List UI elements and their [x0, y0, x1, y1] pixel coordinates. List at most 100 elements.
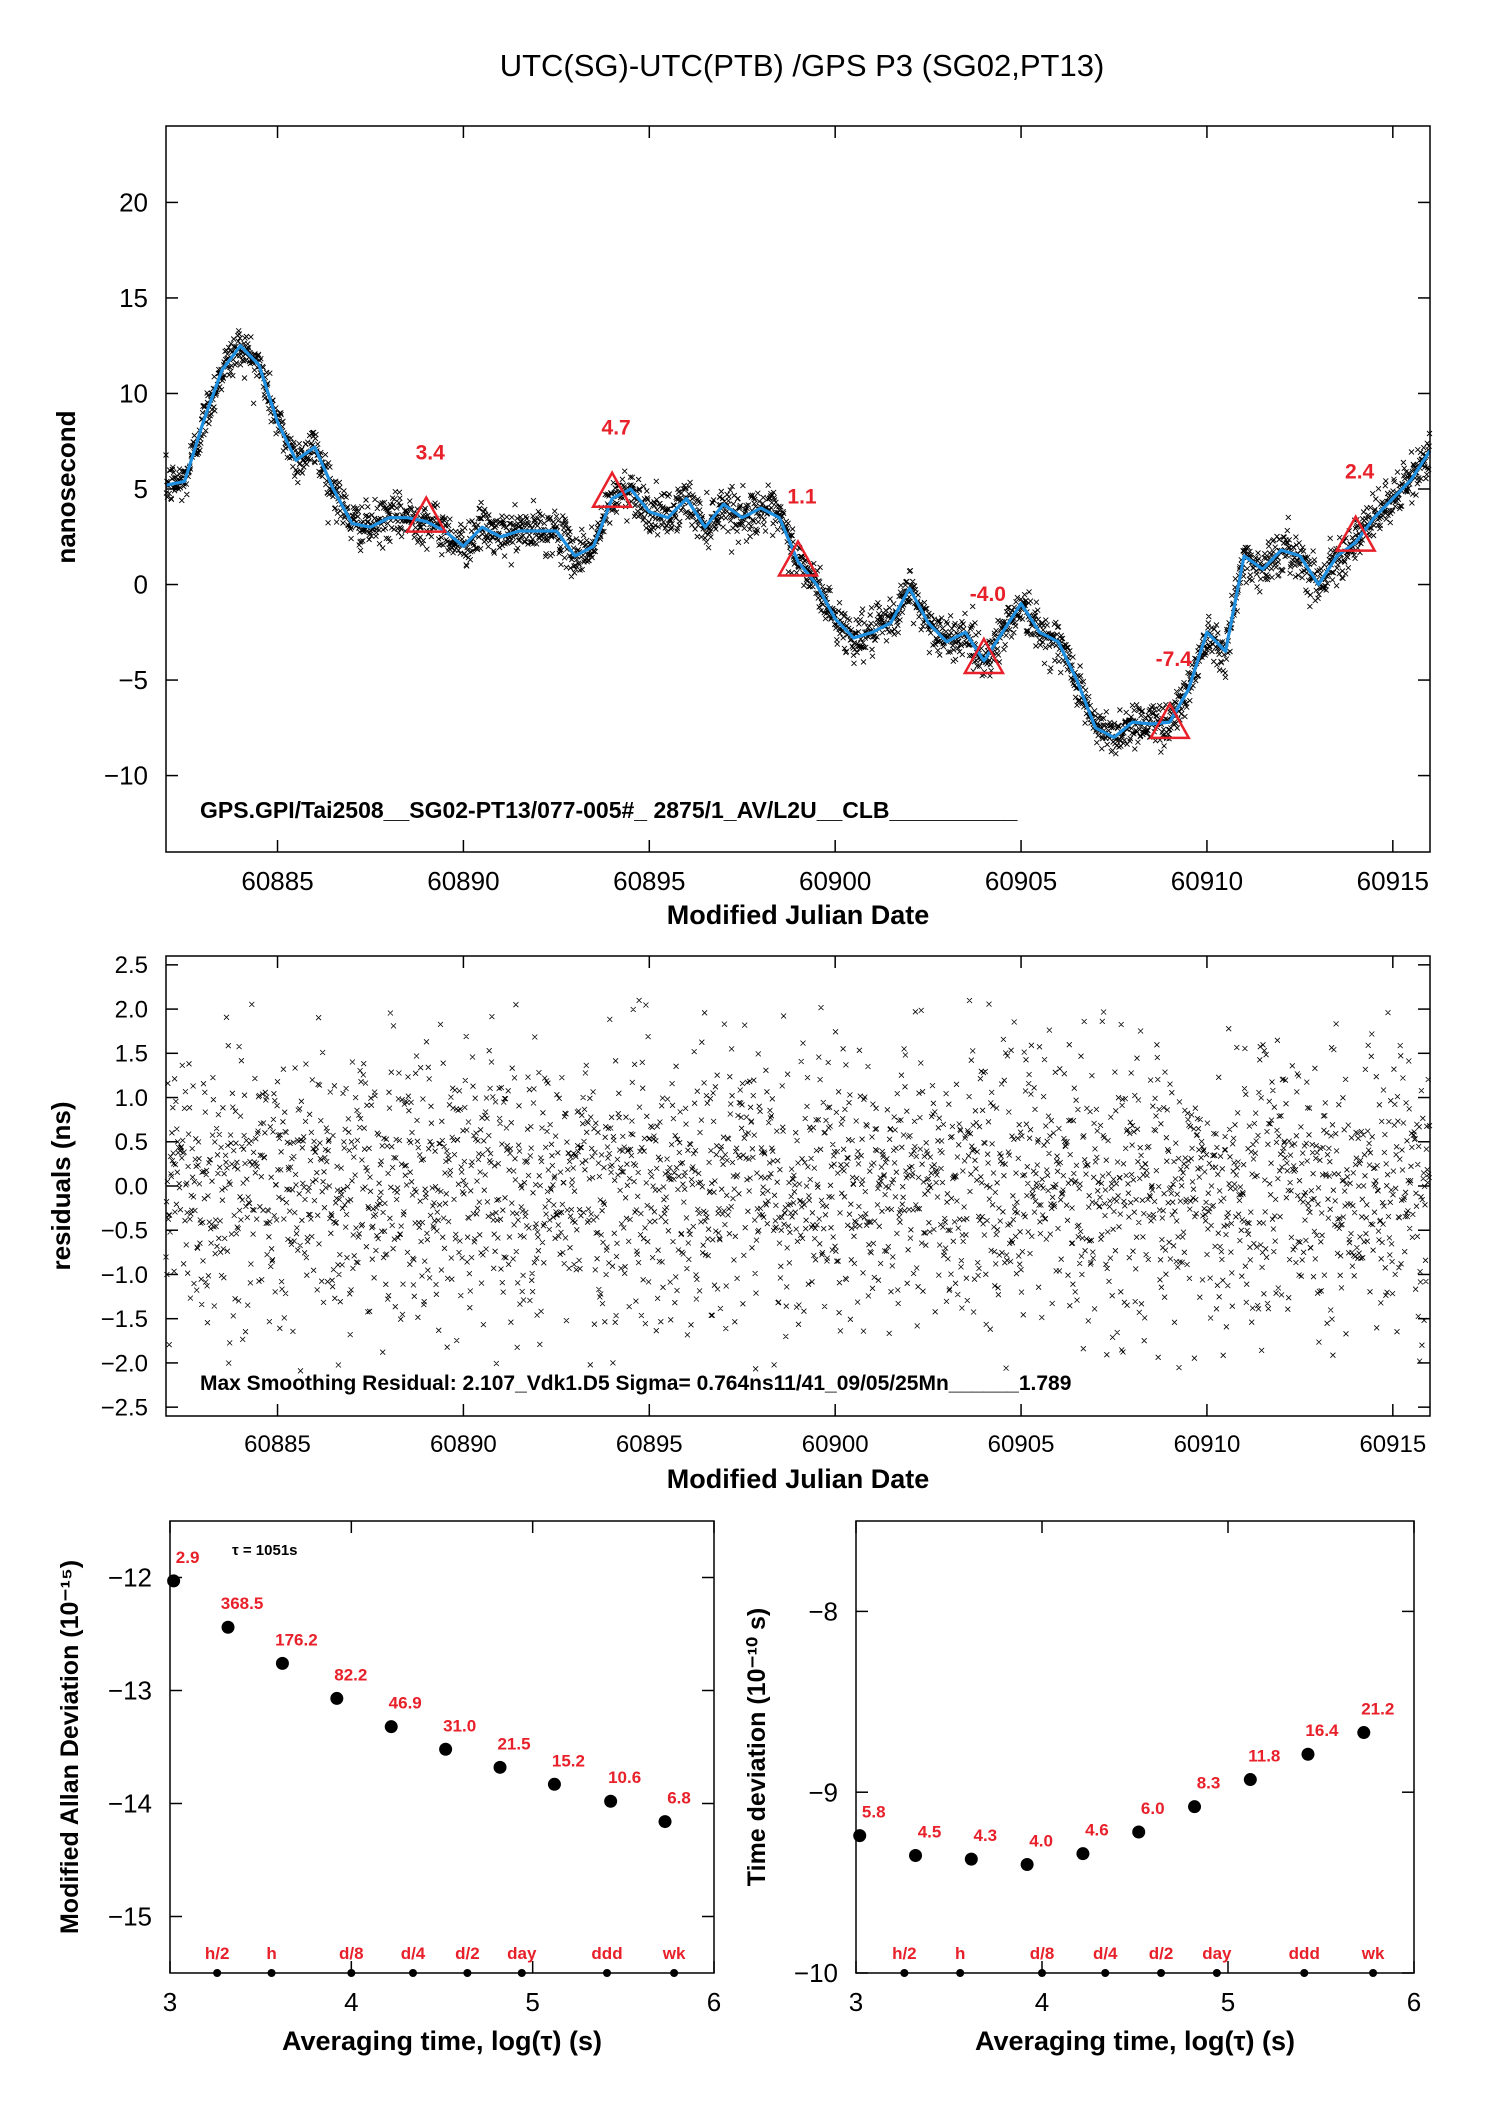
point-label: 21.2: [1361, 1700, 1394, 1719]
time-mark-label: d/2: [1149, 1944, 1174, 1963]
triangle-marker: [405, 495, 448, 533]
point-label: 4.5: [918, 1822, 942, 1841]
time-mark-dot: [603, 1969, 612, 1977]
y-tick-label: 1.0: [115, 1085, 148, 1112]
time-mark-label: ddd: [1289, 1944, 1320, 1963]
time-mark-dot: [517, 1969, 526, 1977]
x-tick-label: 60915: [1359, 1431, 1426, 1458]
point-label: 16.4: [1305, 1721, 1339, 1740]
time-mark-dot: [463, 1969, 472, 1977]
y-tick-label: −10: [104, 761, 148, 791]
deviation-point: [1243, 1773, 1257, 1787]
y-tick-label: −10: [794, 1958, 838, 1988]
point-label: 368.5: [221, 1594, 264, 1613]
deviation-point: [1132, 1825, 1146, 1839]
time-mark-label: wk: [1361, 1944, 1385, 1963]
marker-label: -4.0: [970, 583, 1006, 606]
y-tick-label: −5: [118, 665, 148, 695]
tdev-panel: 3 4 5 6 −10 −9 −8 5.8 4.5 4.3 4.0 4.6 6.0 8.3 11.8 16.…: [743, 1520, 1421, 2056]
y-tick-label: 0.5: [115, 1129, 148, 1156]
x-tick-label: 4: [344, 1987, 358, 2017]
y-tick-label: −13: [108, 1676, 152, 1706]
y-tick-label: −1.0: [101, 1262, 148, 1289]
x-tick-label: 60900: [802, 1431, 869, 1458]
y-tick-label: −2.5: [101, 1395, 148, 1422]
point-label: 31.0: [443, 1716, 476, 1735]
x-tick-label: 60910: [1174, 1431, 1241, 1458]
time-mark-dot: [670, 1969, 679, 1977]
mdev-time-marks-layer: h/2 h d/8 d/4 d/2 day ddd wk: [205, 1944, 686, 1977]
point-label: 21.5: [497, 1734, 530, 1753]
time-mark-label: d/8: [1030, 1944, 1055, 1963]
residual-y-axis-label: residuals (ns): [46, 1101, 76, 1270]
point-label: 4.3: [973, 1826, 997, 1845]
x-tick-label: 4: [1035, 1987, 1049, 2017]
tdev-axes-layer: 3 4 5 6 −10 −9 −8: [794, 1521, 1421, 2017]
deviation-point: [964, 1852, 978, 1866]
deviation-point: [1076, 1847, 1090, 1861]
point-label: 6.8: [667, 1789, 691, 1808]
residuals-panel: 60885 60890 60895 60900 60905 60910 60915 −2.5 −…: [46, 952, 1433, 1494]
y-tick-label: 20: [119, 188, 148, 218]
y-tick-label: −2.0: [101, 1350, 148, 1377]
x-tick-label: 3: [849, 1987, 863, 2017]
time-mark-dot: [213, 1969, 222, 1977]
time-mark-label: d/8: [339, 1944, 364, 1963]
deviation-point: [658, 1815, 672, 1829]
x-tick-label: 60915: [1357, 866, 1429, 896]
triangle-marker: [962, 636, 1006, 675]
deviation-point: [493, 1760, 507, 1774]
time-mark-dot: [1212, 1969, 1221, 1977]
marker-layer: 3.4 4.7 1.1 -4.0 -7.4 2.4: [405, 417, 1377, 740]
time-mark-label: ddd: [591, 1944, 622, 1963]
smooth-curve: [165, 344, 1432, 739]
y-tick-label: 1.5: [115, 1041, 148, 1068]
time-mark-dot: [267, 1969, 276, 1977]
y-tick-label: −1.5: [101, 1306, 148, 1333]
point-label: 82.2: [334, 1665, 367, 1684]
mdev-panel: 3 4 5 6 −15 −14 −13 −12 2.9 368.5 176.2 82.2 46.9 31…: [56, 1520, 721, 2056]
y-tick-label: −9: [808, 1777, 838, 1807]
y-tick-label: 0.0: [115, 1173, 148, 1200]
point-label: 4.0: [1029, 1832, 1053, 1851]
y-tick-label: 0: [134, 570, 148, 600]
time-mark-label: h/2: [892, 1944, 917, 1963]
time-mark-dot: [408, 1969, 417, 1977]
deviation-point: [909, 1848, 923, 1862]
y-tick-label: −12: [108, 1563, 152, 1593]
tdev-x-axis-label: Averaging time, log(τ) (s): [975, 2026, 1295, 2056]
point-label: 10.6: [608, 1768, 641, 1787]
time-mark-dot: [1300, 1969, 1309, 1977]
marker-label: -7.4: [1156, 648, 1193, 671]
page-title: UTC(SG)-UTC(PTB) /GPS P3 (SG02,PT13): [500, 48, 1105, 83]
deviation-point: [1301, 1747, 1315, 1761]
point-label: 176.2: [275, 1630, 318, 1649]
x-tick-label: 5: [525, 1987, 539, 2017]
x-tick-label: 60885: [244, 1431, 311, 1458]
mdev-plot-frame: [169, 1520, 715, 1974]
marker-label: 2.4: [1345, 461, 1375, 484]
y-tick-label: −14: [108, 1789, 152, 1819]
point-label: 15.2: [552, 1751, 585, 1770]
y-tick-label: 2.0: [115, 996, 148, 1023]
triangle-marker: [776, 538, 820, 577]
marker-label: 4.7: [602, 417, 631, 440]
point-label: 11.8: [1248, 1747, 1280, 1766]
residual-plot-frame: [165, 955, 1431, 1417]
x-tick-label: 3: [163, 1987, 177, 2017]
x-tick-label: 60910: [1171, 866, 1243, 896]
x-tick-label: 6: [1407, 1987, 1421, 2017]
deviation-point: [439, 1742, 453, 1756]
time-mark-label: h: [955, 1944, 965, 1963]
main-inner-label: GPS.GPI/Tai2508__SG02-PT13/077-005#_ 287…: [200, 797, 1018, 823]
residual-points: [163, 997, 1433, 1374]
x-tick-label: 6: [707, 1987, 721, 2017]
smooth-curve-layer: [165, 344, 1432, 739]
x-tick-label: 60900: [799, 866, 871, 896]
point-label: 8.3: [1197, 1774, 1221, 1793]
point-label: 6.0: [1141, 1799, 1165, 1818]
time-mark-dot: [900, 1969, 909, 1977]
mdev-tau-note: τ = 1051s: [232, 1542, 298, 1559]
y-tick-label: 10: [119, 379, 148, 409]
deviation-point: [1020, 1858, 1034, 1872]
